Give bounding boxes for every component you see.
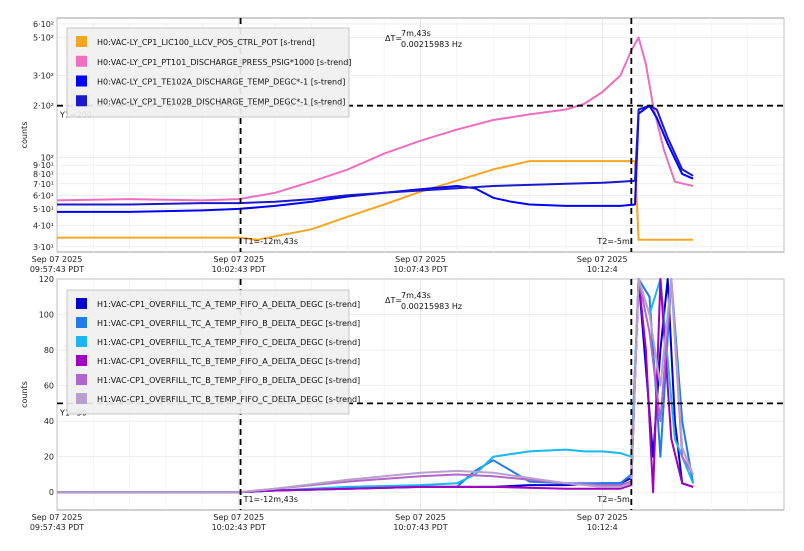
y-axis-label: counts [20,122,29,149]
x-tick-time: 10:07:43 PDT [393,265,447,274]
x-tick-time: 10:02:43 PDT [212,265,266,274]
legend-entry: H1:VAC-CP1_OVERFILL_TC_B_TEMP_FIFO_B_DEL… [97,376,360,385]
cursor-t1-label: T1=-12m,43s [243,237,298,246]
cursor-t1-label: T1=-12m,43s [243,495,298,504]
legend-entry: H1:VAC-CP1_OVERFILL_TC_A_TEMP_FIFO_B_DEL… [97,319,360,328]
x-tick-date: Sep 07 2025 [577,513,628,522]
legend-swatch [76,36,87,47]
legend-entry: H0:VAC-LY_CP1_TE102B_DISCHARGE_TEMP_DEGC… [97,97,345,106]
y-tick-label: 6·10¹ [33,191,54,200]
legend-box [66,289,350,415]
legend-entry: H0:VAC-LY_CP1_PT101_DISCHARGE_PRESS_PSIG… [97,58,351,67]
x-tick-date: Sep 07 2025 [213,255,264,264]
series-line [57,160,694,241]
y-tick-label: 60 [44,382,54,391]
delta-t-frequency: 0.00215983 Hz [401,302,462,311]
series-line [56,36,694,202]
x-tick-time: 09:57:43 PDT [30,265,84,274]
delta-t-period: 7m,43s [401,291,431,300]
legend-swatch [76,336,87,347]
y-tick-label: 80 [44,346,54,355]
x-tick-date: Sep 07 2025 [213,513,264,522]
legend-swatch [76,355,87,366]
delta-t-label: ΔT= [385,34,402,43]
legend-swatch [76,95,87,107]
y-tick-label: 10² [41,153,54,162]
delta-t-label: ΔT= [385,296,402,305]
cursor-t2-label: T2=-5m [596,495,630,504]
series-line [57,104,694,206]
legend-swatch [76,393,87,404]
legend-entry: H1:VAC-CP1_OVERFILL_TC_A_TEMP_FIFO_A_DEL… [97,300,360,309]
series-line [57,104,694,213]
series-line [57,278,694,494]
x-tick-date: Sep 07 2025 [577,255,628,264]
legend-swatch [76,55,87,67]
y-tick-label: 9·10¹ [33,161,54,170]
x-tick-date: Sep 07 2025 [395,255,446,264]
x-tick-date: Sep 07 2025 [32,255,83,264]
legend-box [66,27,350,118]
y-tick-label: 2·10² [33,102,54,111]
x-tick-date: Sep 07 2025 [32,513,83,522]
cursor-t2-label: T2=-5m [596,237,630,246]
y-tick-label: 3·10² [33,72,54,81]
legend-entry: H1:VAC-CP1_OVERFILL_TC_A_TEMP_FIFO_C_DEL… [97,338,360,347]
y-tick-label: 8·10¹ [33,170,54,179]
y-tick-label: 0 [49,488,54,497]
delta-t-period: 7m,43s [401,29,431,38]
y-tick-label: 6·10² [33,20,54,29]
delta-t-frequency: 0.00215983 Hz [401,40,462,49]
legend-swatch [76,75,87,87]
x-tick-time: 10:12:4 [587,265,618,274]
x-tick-time: 10:12:4 [587,523,618,532]
y-tick-label: 5·10¹ [33,205,54,214]
x-tick-time: 10:07:43 PDT [393,523,447,532]
legend-swatch [76,317,87,328]
series-line [57,278,695,494]
legend-entry: H1:VAC-CP1_OVERFILL_TC_B_TEMP_FIFO_A_DEL… [97,357,360,366]
legend-swatch [76,298,87,309]
legend-entry: H1:VAC-CP1_OVERFILL_TC_B_TEMP_FIFO_C_DEL… [97,395,360,404]
y-tick-label: 40 [44,417,54,426]
y-tick-label: 20 [44,453,54,462]
y-tick-label: 100 [39,311,54,320]
y-tick-label: 7·10¹ [33,180,54,189]
y-tick-label: 4·10¹ [33,221,54,230]
x-tick-time: 10:02:43 PDT [212,523,266,532]
x-tick-time: 09:57:43 PDT [30,523,84,532]
y-tick-label: 3·10¹ [33,243,54,252]
y-tick-label: 120 [39,275,54,284]
x-tick-date: Sep 07 2025 [395,513,446,522]
legend-entry: H0:VAC-LY_CP1_TE102A_DISCHARGE_TEMP_DEGC… [97,78,345,87]
legend-swatch [76,374,87,385]
y-axis-label: counts [20,381,29,408]
y-tick-label: 5·10² [33,34,54,43]
legend-entry: H0:VAC-LY_CP1_LIC100_LLCV_POS_CTRL_POT [… [97,38,315,47]
